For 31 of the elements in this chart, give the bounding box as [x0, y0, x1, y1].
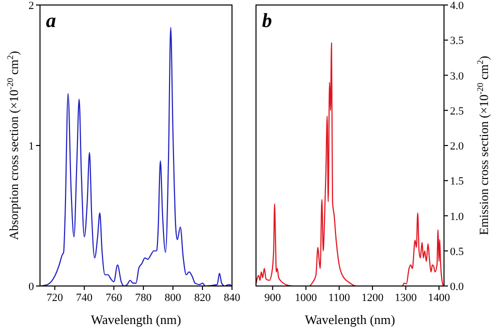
- x-tick-label: 800: [164, 292, 182, 304]
- y-tick-label: 0: [28, 281, 34, 293]
- x-tick-label: 780: [135, 292, 152, 304]
- x-tick-label: 1200: [361, 292, 384, 304]
- x-axis-title: Wavelength (nm): [90, 312, 182, 327]
- x-tick-label: 760: [106, 292, 123, 304]
- y-tick-label: 2: [28, 0, 34, 12]
- y2-tick-label: 3.0: [450, 70, 464, 82]
- x-tick-label: 1000: [294, 292, 318, 304]
- y2-tick-label: 4.0: [450, 0, 464, 12]
- x-tick-label: 740: [76, 292, 94, 304]
- x-axis-title: Wavelength (nm): [304, 312, 396, 327]
- x-tick-label: 1100: [328, 292, 350, 304]
- chart-title: b: [262, 10, 272, 32]
- line-series: [39, 26, 233, 287]
- x-tick-label: 720: [46, 292, 64, 304]
- y-tick-label: 1: [28, 140, 34, 152]
- x-tick-label: 900: [264, 292, 282, 304]
- chart-title: a: [46, 10, 56, 32]
- y2-tick-label: 2.5: [450, 105, 464, 118]
- line-series: [255, 42, 444, 287]
- y2-tick-label: 0.5: [450, 246, 464, 258]
- y2-tick-label: 3.5: [450, 35, 464, 48]
- x-tick-label: 1300: [394, 292, 418, 304]
- y2-tick-label: 1.0: [450, 210, 464, 223]
- x-tick-label: 820: [194, 292, 212, 304]
- x-tick-label: 840: [224, 292, 241, 304]
- y2-tick-label: 1.5: [450, 176, 464, 188]
- x-tick-label: 1400: [428, 292, 451, 304]
- y2-tick-label: 2.0: [450, 140, 464, 152]
- y2-tick-label: 0.0: [450, 281, 464, 293]
